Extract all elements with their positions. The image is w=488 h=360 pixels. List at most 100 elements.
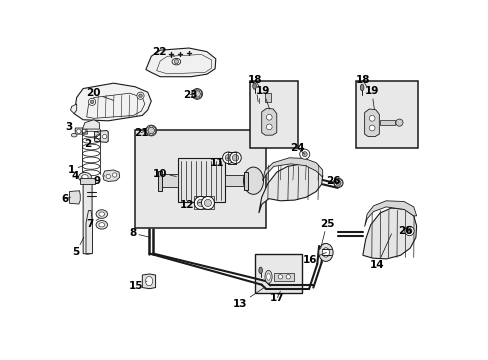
Ellipse shape	[71, 134, 77, 137]
Ellipse shape	[333, 178, 343, 188]
Ellipse shape	[172, 58, 180, 65]
Ellipse shape	[90, 100, 94, 104]
Ellipse shape	[137, 92, 144, 99]
Ellipse shape	[404, 226, 413, 235]
Ellipse shape	[88, 98, 96, 105]
Bar	[355, 81, 418, 148]
Ellipse shape	[229, 152, 241, 163]
Polygon shape	[274, 273, 293, 281]
Text: 23: 23	[183, 90, 197, 100]
Ellipse shape	[264, 270, 271, 283]
Ellipse shape	[318, 243, 332, 261]
Text: 19: 19	[255, 86, 270, 109]
Text: 16: 16	[302, 252, 325, 265]
Ellipse shape	[368, 116, 374, 121]
Ellipse shape	[278, 275, 282, 279]
Ellipse shape	[194, 197, 207, 210]
Text: 21: 21	[134, 128, 148, 138]
Polygon shape	[364, 109, 379, 136]
Ellipse shape	[266, 114, 271, 120]
Ellipse shape	[148, 127, 154, 134]
Text: 6: 6	[61, 194, 70, 204]
Ellipse shape	[258, 267, 262, 274]
Ellipse shape	[266, 124, 271, 130]
Ellipse shape	[299, 149, 309, 159]
Polygon shape	[262, 158, 322, 181]
Ellipse shape	[194, 91, 200, 97]
Polygon shape	[142, 274, 155, 289]
Ellipse shape	[322, 248, 329, 257]
Ellipse shape	[191, 89, 202, 99]
Polygon shape	[379, 120, 394, 126]
Ellipse shape	[232, 154, 238, 161]
Text: 17: 17	[270, 291, 284, 303]
Text: 18: 18	[355, 75, 369, 86]
Ellipse shape	[96, 210, 107, 219]
Text: 11: 11	[209, 158, 228, 168]
Polygon shape	[264, 93, 270, 102]
Ellipse shape	[335, 180, 340, 185]
Ellipse shape	[112, 173, 117, 177]
Ellipse shape	[368, 125, 374, 131]
Polygon shape	[224, 175, 244, 186]
Ellipse shape	[96, 134, 100, 139]
Ellipse shape	[360, 84, 363, 91]
Ellipse shape	[204, 199, 211, 207]
Ellipse shape	[139, 94, 142, 98]
Polygon shape	[158, 171, 162, 191]
Text: 1: 1	[68, 165, 83, 175]
Ellipse shape	[78, 172, 91, 182]
Ellipse shape	[406, 228, 411, 233]
Polygon shape	[145, 48, 215, 77]
Text: 26: 26	[325, 176, 340, 186]
Text: 25: 25	[319, 219, 333, 249]
Text: 20: 20	[86, 88, 113, 100]
Ellipse shape	[266, 273, 270, 280]
Text: 8: 8	[129, 228, 150, 238]
Ellipse shape	[395, 119, 402, 126]
Ellipse shape	[102, 134, 106, 139]
Text: 5: 5	[72, 237, 83, 257]
Text: 14: 14	[369, 234, 391, 270]
Polygon shape	[86, 211, 92, 253]
Ellipse shape	[201, 197, 214, 210]
Text: 12: 12	[180, 200, 201, 210]
Ellipse shape	[145, 276, 152, 286]
Bar	[135, 130, 265, 228]
Polygon shape	[102, 170, 120, 181]
Bar	[249, 81, 298, 148]
Ellipse shape	[222, 152, 234, 163]
Text: 7: 7	[86, 219, 99, 229]
Text: 4: 4	[71, 171, 82, 181]
Text: 19: 19	[364, 86, 378, 109]
Polygon shape	[80, 178, 95, 184]
Ellipse shape	[243, 167, 263, 194]
Ellipse shape	[81, 129, 86, 134]
Text: 24: 24	[290, 143, 304, 154]
Text: 15: 15	[129, 281, 147, 291]
Polygon shape	[178, 158, 224, 202]
Text: 22: 22	[152, 46, 174, 57]
Text: 3: 3	[65, 122, 76, 132]
Ellipse shape	[81, 175, 88, 180]
Ellipse shape	[96, 221, 107, 229]
Text: 13: 13	[232, 287, 265, 309]
Polygon shape	[159, 174, 178, 187]
Text: 26: 26	[397, 226, 411, 236]
Text: 18: 18	[247, 75, 262, 86]
Polygon shape	[75, 128, 87, 134]
Ellipse shape	[285, 275, 290, 279]
Ellipse shape	[252, 83, 256, 89]
Polygon shape	[69, 191, 80, 204]
Ellipse shape	[99, 223, 104, 227]
Text: 9: 9	[94, 176, 104, 186]
Polygon shape	[94, 131, 108, 142]
Ellipse shape	[77, 129, 81, 134]
Text: 10: 10	[153, 168, 176, 179]
Ellipse shape	[106, 174, 110, 179]
Polygon shape	[244, 172, 247, 190]
Polygon shape	[83, 180, 92, 254]
Ellipse shape	[302, 152, 306, 157]
Ellipse shape	[174, 59, 178, 64]
Text: 2: 2	[84, 136, 97, 149]
